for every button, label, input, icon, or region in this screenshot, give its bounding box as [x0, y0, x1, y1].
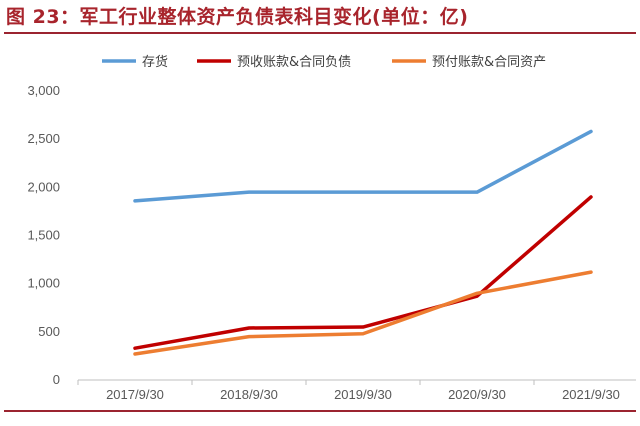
y-tick-label: 0 — [53, 372, 60, 387]
legend-label: 存货 — [142, 54, 168, 70]
x-tick-label: 2021/9/30 — [562, 387, 620, 402]
footer-divider — [4, 410, 636, 412]
plot-area — [133, 129, 593, 356]
y-tick-label: 3,000 — [27, 83, 60, 98]
y-tick-label: 1,000 — [27, 276, 60, 291]
y-tick-label: 2,000 — [27, 179, 60, 194]
figure-title: 图 23：军工行业整体资产负债表科目变化(单位：亿) — [6, 6, 469, 28]
x-tick-label: 2018/9/30 — [220, 387, 278, 402]
y-axis: 0 500 1,000 1,500 2,000 2,500 3,000 — [27, 83, 60, 387]
series-line-3 — [133, 270, 593, 356]
series-line-1 — [133, 129, 593, 203]
legend: 存货 预收账款&合同负债 预付账款&合同资产 — [102, 54, 546, 70]
x-tick-label: 2017/9/30 — [106, 387, 164, 402]
y-tick-label: 1,500 — [27, 228, 60, 243]
y-tick-label: 2,500 — [27, 131, 60, 146]
x-axis: 2017/9/30 2018/9/30 2019/9/30 2020/9/30 2021… — [77, 379, 636, 402]
x-tick-label: 2019/9/30 — [334, 387, 392, 402]
legend-label: 预收账款&合同负债 — [237, 55, 351, 70]
series-line-2 — [133, 195, 593, 350]
y-tick-label: 500 — [38, 324, 60, 339]
title-divider — [4, 32, 636, 34]
x-tick-label: 2020/9/30 — [448, 387, 506, 402]
legend-label: 预付账款&合同资产 — [432, 55, 546, 70]
